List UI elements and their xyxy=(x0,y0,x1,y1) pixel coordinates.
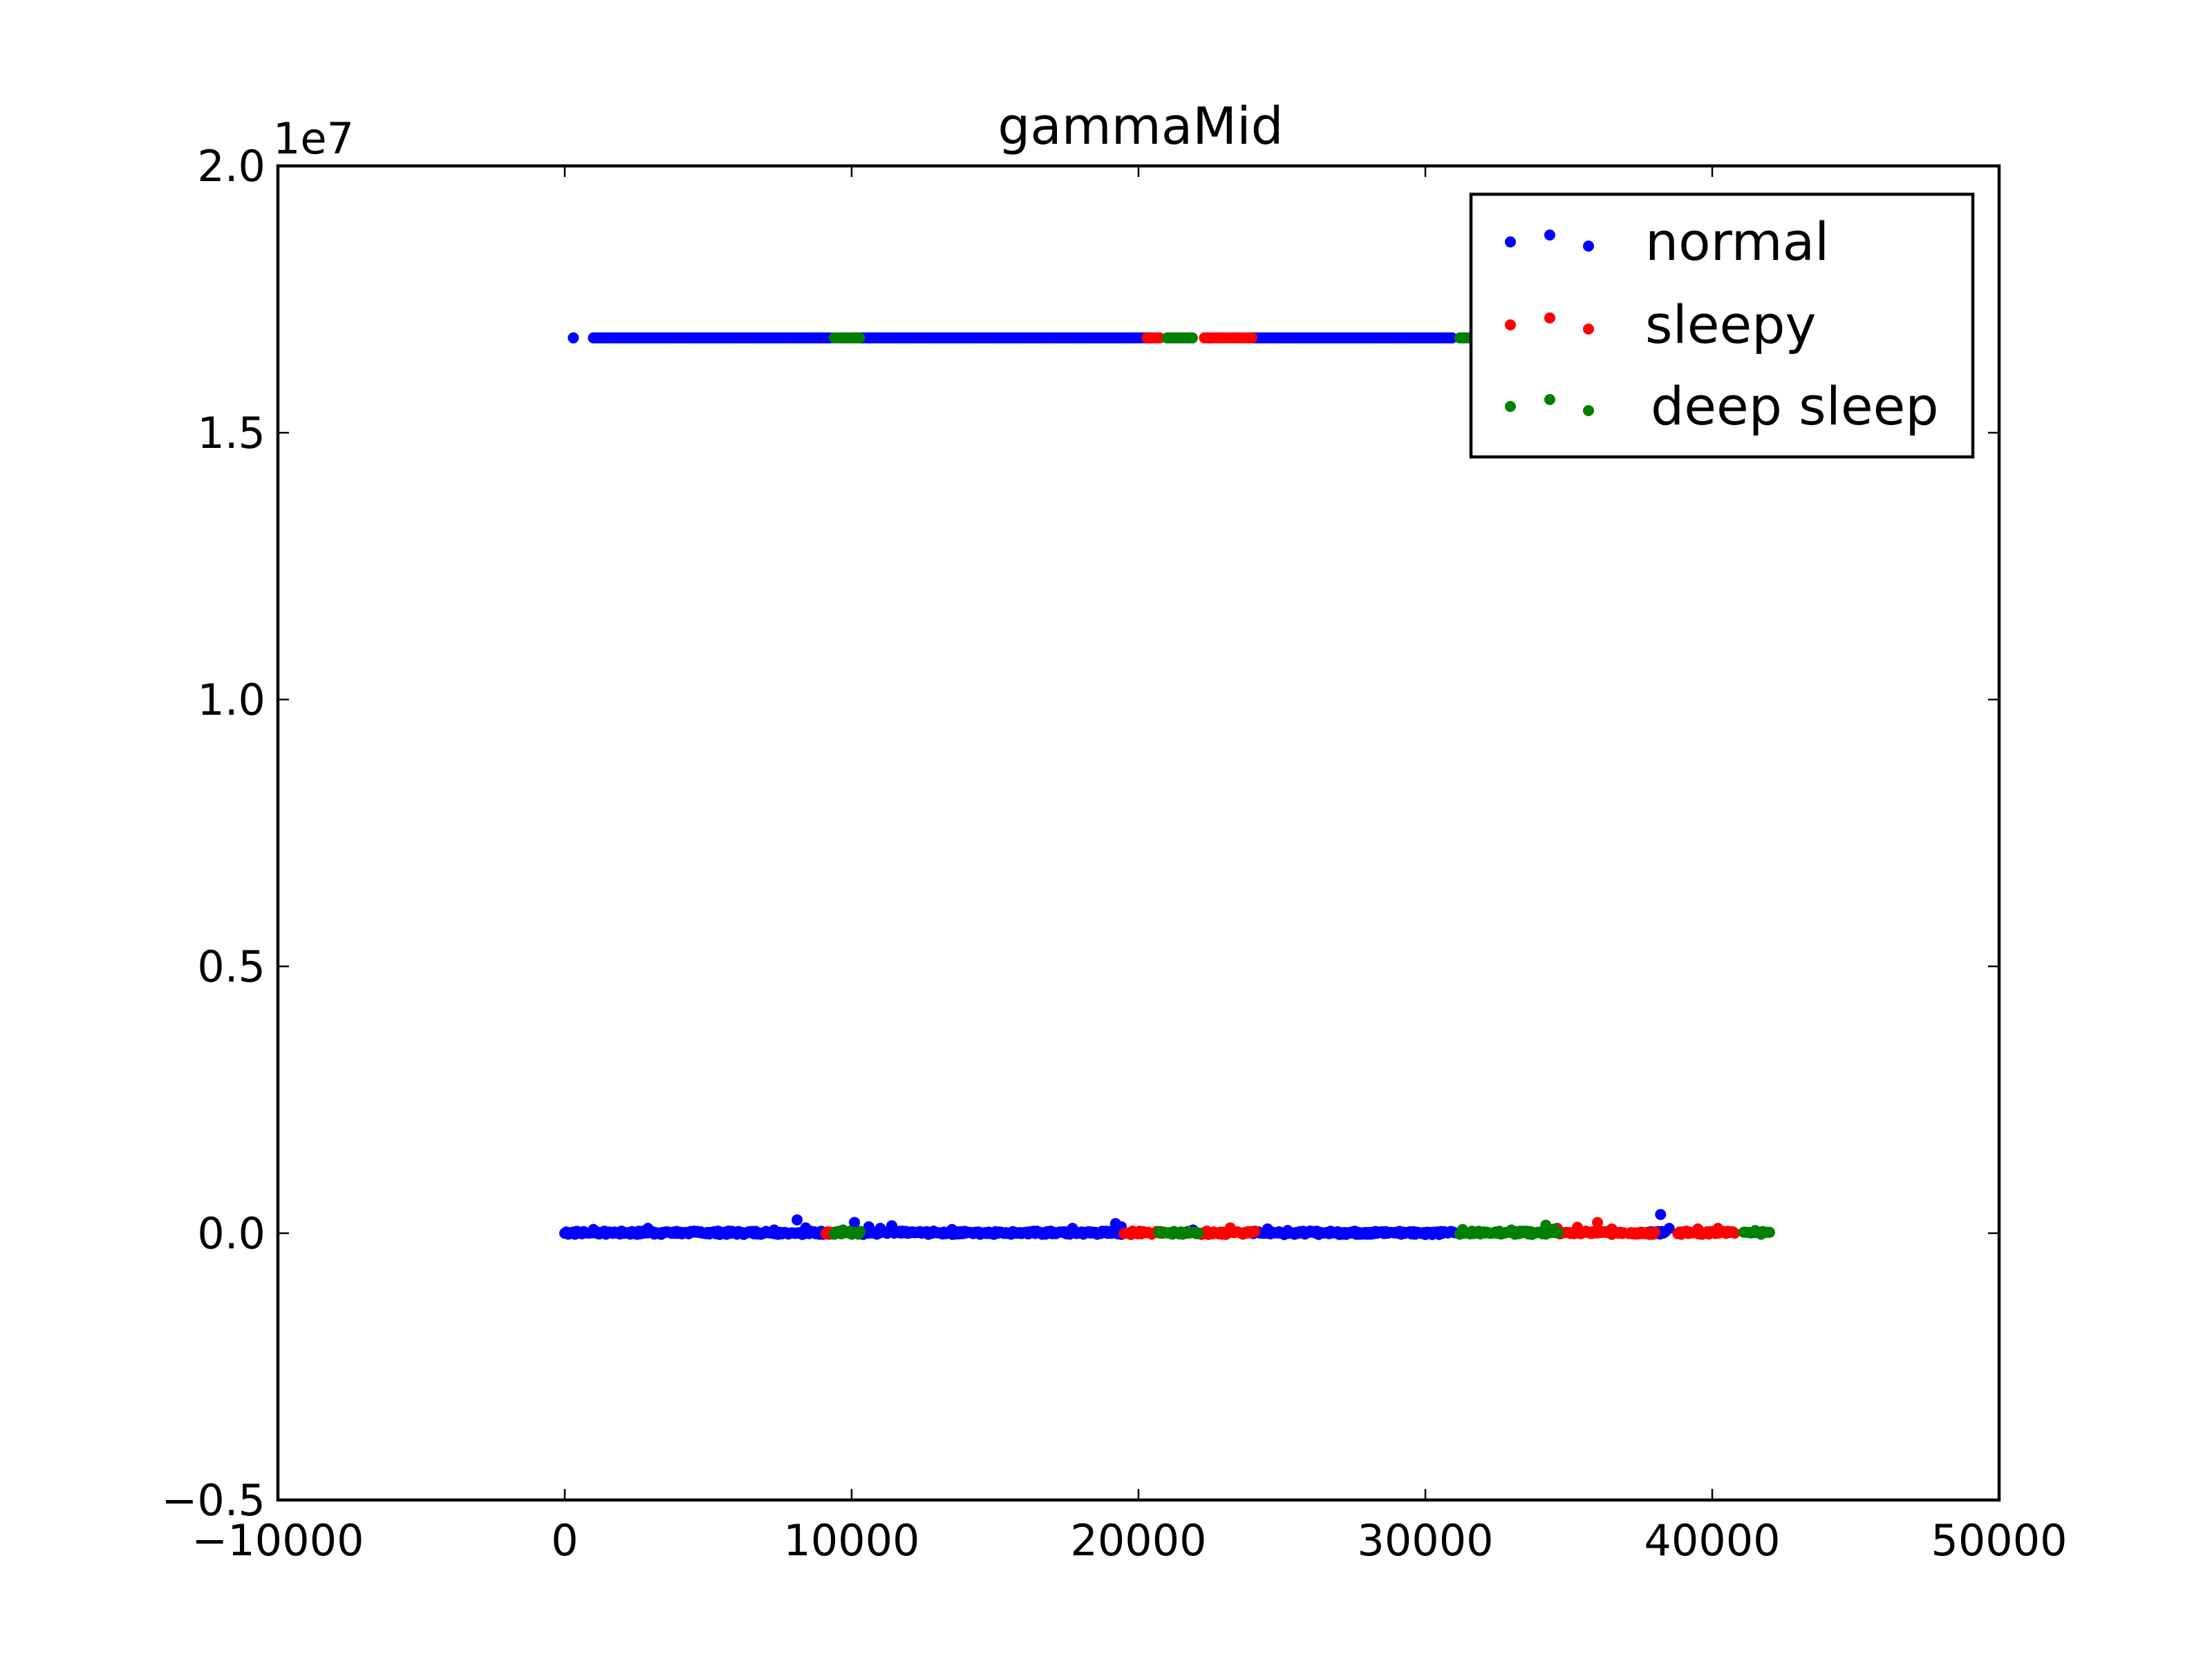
data-point xyxy=(1067,1223,1078,1235)
legend-marker xyxy=(1505,401,1516,412)
data-point xyxy=(642,1223,654,1235)
y-tick-label: −0.5 xyxy=(161,1475,265,1526)
data-point xyxy=(1456,1224,1468,1235)
data-point xyxy=(1548,1223,1560,1235)
x-tick-label: 50000 xyxy=(1931,1515,2067,1566)
y-tick-label: 0.5 xyxy=(197,941,265,992)
data-point xyxy=(1506,1224,1517,1236)
x-tick-label: 30000 xyxy=(1357,1515,1493,1566)
x-tick-label: −10000 xyxy=(191,1515,364,1566)
data-point xyxy=(854,332,865,344)
legend: normal sleepy deep sleep xyxy=(1469,192,1975,459)
data-point xyxy=(791,1214,803,1226)
data-points-layer xyxy=(559,332,1775,1240)
data-point xyxy=(1729,1227,1741,1239)
data-point xyxy=(1750,1225,1761,1237)
data-point xyxy=(854,1226,866,1237)
data-point xyxy=(886,1220,898,1232)
data-point xyxy=(1764,1226,1775,1238)
chart-title: gammaMid xyxy=(997,97,1283,156)
y-tick-label: 0.0 xyxy=(197,1208,265,1259)
plot-area xyxy=(559,332,1775,1240)
data-point xyxy=(1655,1208,1667,1220)
axis-ticks: −10000 0 10000 20000 30000 40000 50000 −0.5 0.0 0… xyxy=(161,141,2067,1566)
x-tick-label: 0 xyxy=(551,1515,578,1566)
data-point xyxy=(1187,332,1199,344)
data-point xyxy=(1246,332,1257,344)
legend-box xyxy=(1469,192,1975,459)
y-axis-offset-label: 1e7 xyxy=(273,113,354,164)
data-point xyxy=(768,1224,780,1236)
legend-label: normal xyxy=(1645,211,1829,272)
data-point xyxy=(1249,1226,1261,1237)
data-point xyxy=(1540,1219,1552,1231)
data-point xyxy=(1663,1223,1675,1235)
y-tick-label: 1.5 xyxy=(197,408,265,458)
legend-marker xyxy=(1505,319,1516,330)
data-point xyxy=(568,332,579,344)
data-point xyxy=(1606,1223,1618,1235)
legend-marker xyxy=(1583,324,1594,335)
y-tick-label: 1.0 xyxy=(197,675,265,725)
data-point xyxy=(1224,1222,1236,1234)
data-point xyxy=(1446,332,1458,344)
data-point xyxy=(800,1222,812,1234)
data-point xyxy=(1262,1223,1273,1235)
data-point xyxy=(837,1224,849,1236)
legend-marker xyxy=(1583,405,1594,416)
data-point xyxy=(1282,1225,1293,1237)
legend-entry-sleepy: sleepy xyxy=(1505,294,1816,355)
data-point xyxy=(1649,1226,1660,1238)
legend-marker xyxy=(1583,241,1594,252)
data-point xyxy=(1692,1223,1704,1235)
data-point xyxy=(588,1224,599,1235)
legend-marker xyxy=(1544,229,1555,241)
data-point xyxy=(849,1217,861,1228)
legend-label: deep sleep xyxy=(1651,375,1939,437)
legend-marker xyxy=(1544,312,1555,324)
data-point xyxy=(874,1223,886,1235)
data-point xyxy=(946,1224,958,1235)
legend-entry-deep-sleep: deep sleep xyxy=(1505,375,1939,437)
data-point xyxy=(1712,1223,1724,1235)
data-point xyxy=(1592,1217,1603,1228)
data-point xyxy=(1571,1221,1583,1233)
legend-marker xyxy=(1544,394,1555,405)
x-tick-label: 40000 xyxy=(1644,1515,1780,1566)
data-point xyxy=(1192,1227,1204,1239)
data-point xyxy=(863,1221,874,1232)
x-tick-label: 20000 xyxy=(1070,1515,1206,1566)
legend-entry-normal: normal xyxy=(1505,211,1829,272)
y-tick-label: 2.0 xyxy=(197,141,265,191)
x-tick-label: 10000 xyxy=(783,1515,919,1566)
legend-label: sleepy xyxy=(1645,294,1816,355)
legend-marker xyxy=(1505,236,1516,247)
